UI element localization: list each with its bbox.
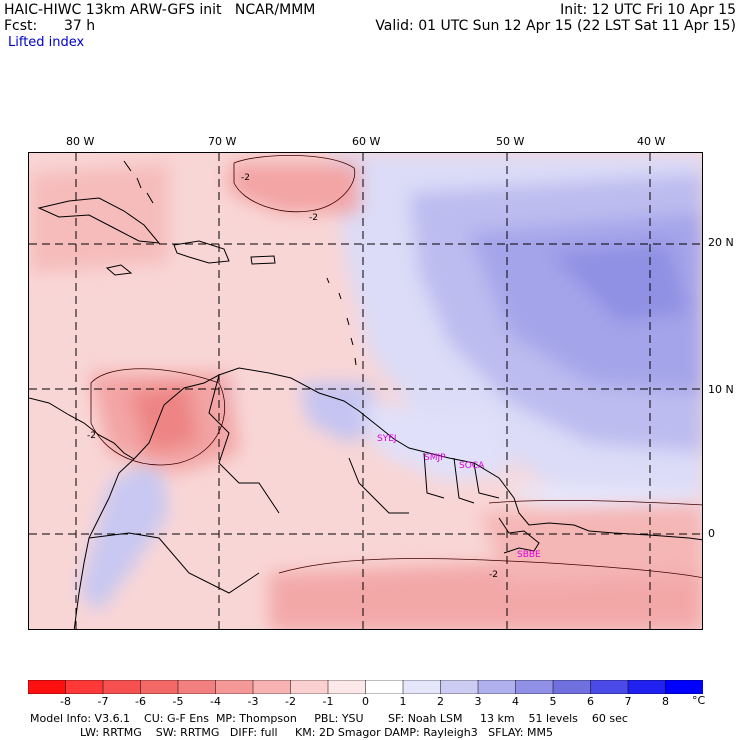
colorbar-tick-label: -6 [135, 695, 146, 708]
colorbar-tick-label: 8 [662, 695, 669, 708]
colorbar-tick-label: 3 [474, 695, 482, 708]
contour-label: -2 [241, 173, 250, 183]
contour-label: -2 [309, 213, 318, 223]
contour-label: -2 [489, 570, 498, 580]
station-label-sbbe: SBBE [517, 550, 541, 560]
valid-time: Valid: 01 UTC Sun 12 Apr 15 (22 LST Sat … [375, 18, 736, 34]
model-info-line2: LW: RRTMG SW: RRTMG DIFF: full KM: 2D Sm… [80, 726, 553, 739]
lon-label-70w: 70 W [208, 135, 237, 148]
colorbar-tick-label: 1 [399, 695, 407, 708]
colorbar-swatch [140, 680, 179, 694]
colorbar-swatch [665, 680, 703, 694]
colorbar-swatch [477, 680, 517, 694]
colorbar-swatch [515, 680, 554, 694]
model-title: HAIC-HIWC 13km ARW-GFS init NCAR/MMM [4, 2, 316, 18]
colorbar-swatch [590, 680, 629, 694]
lon-label-80w: 80 W [66, 135, 95, 148]
lon-label-40w: 40 W [637, 135, 666, 148]
colorbar-tick-label: -3 [247, 695, 259, 708]
coastlines [29, 160, 702, 629]
graticule [29, 153, 702, 629]
colorbar-swatch [327, 680, 367, 694]
colorbar [28, 680, 703, 694]
contours [90, 154, 702, 579]
lon-label-60w: 60 W [352, 135, 381, 148]
lifted-index-map: -2 -2 -2 -2 SYEJ SMJP SOCA SBBE [28, 152, 703, 630]
colorbar-swatch [177, 680, 217, 694]
lon-label-50w: 50 W [496, 135, 525, 148]
unstable-region [29, 163, 702, 629]
colorbar-tick-label: -8 [60, 695, 71, 708]
colorbar-swatch [290, 680, 329, 694]
colorbar-swatch [440, 680, 479, 694]
colorbar-tick-label: -1 [322, 695, 334, 708]
colorbar-tick-label: -4 [210, 695, 221, 708]
forecast-hour: 37 h [64, 18, 96, 34]
colorbar-swatch [28, 680, 67, 694]
lat-label-10n: 10 N [708, 383, 734, 396]
lat-label-eq: 0 [708, 527, 715, 540]
colorbar-tick-label: 2 [437, 695, 444, 708]
colorbar-tick-label: 7 [624, 695, 632, 708]
model-info-line1: Model Info: V3.6.1 CU: G-F Ens MP: Thomp… [30, 712, 628, 725]
colorbar-tick-label: 5 [549, 695, 557, 708]
colorbar-swatch [215, 680, 254, 694]
colorbar-tick-label: 0 [362, 695, 369, 708]
colorbar-tick-label: 6 [587, 695, 594, 708]
colorbar-unit: °C [692, 694, 706, 707]
colorbar-swatch [252, 680, 292, 694]
station-label-soca: SOCA [459, 461, 485, 471]
colorbar-tick-label: -2 [285, 695, 296, 708]
forecast-label: Fcst: [4, 18, 38, 34]
colorbar-tick-label: -5 [172, 695, 184, 708]
contour-label: -2 [87, 431, 96, 441]
colorbar-swatch [65, 680, 104, 694]
field-name: Lifted index [8, 35, 85, 50]
colorbar-swatch [552, 680, 592, 694]
colorbar-tick-label: 4 [512, 695, 519, 708]
colorbar-swatch [627, 680, 667, 694]
station-label-smjp: SMJP [424, 453, 446, 463]
colorbar-swatch [365, 680, 404, 694]
init-time: Init: 12 UTC Fri 10 Apr 15 [560, 2, 736, 18]
colorbar-tick-label: -7 [97, 695, 109, 708]
colorbar-swatch [102, 680, 142, 694]
station-label-syej: SYEJ [377, 434, 397, 444]
colorbar-swatch [402, 680, 442, 694]
lat-label-20n: 20 N [708, 236, 734, 249]
map-canvas: -2 -2 -2 -2 SYEJ SMJP SOCA SBBE [29, 153, 702, 629]
